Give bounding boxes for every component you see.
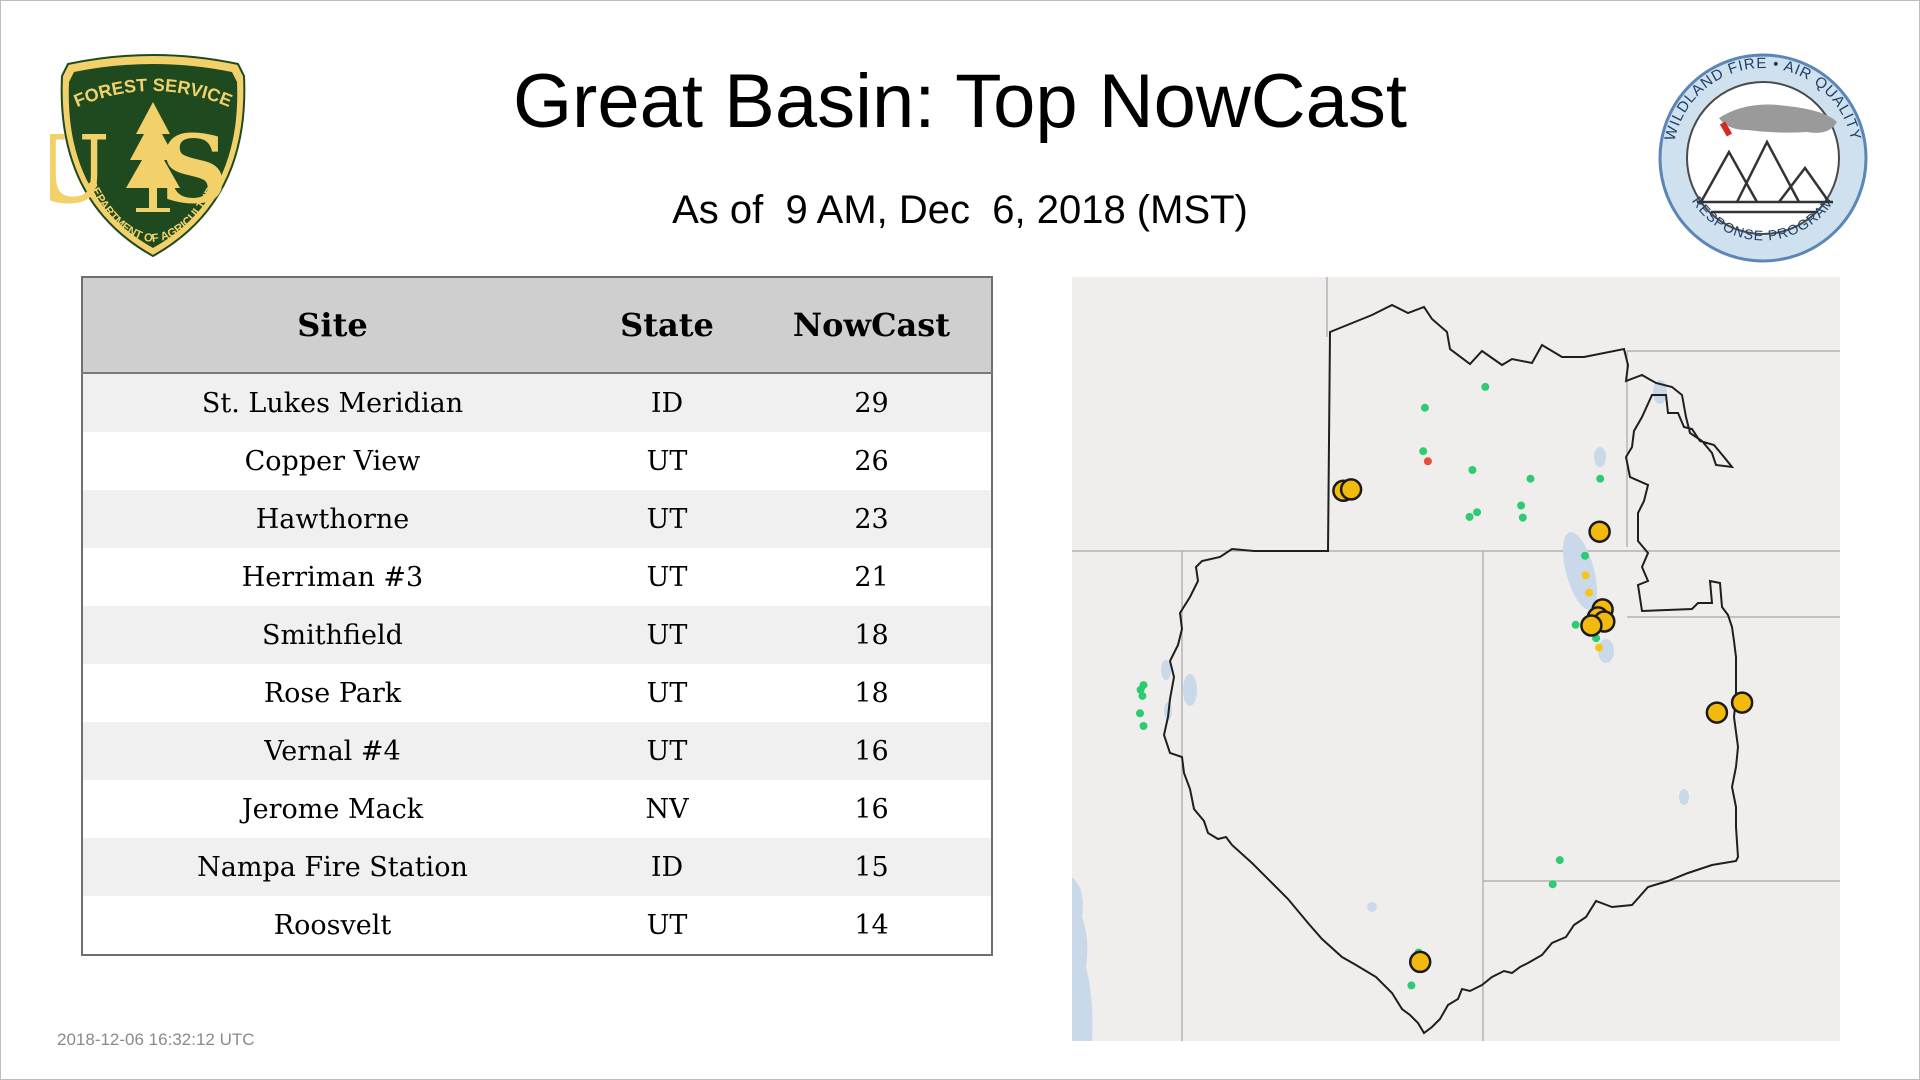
state-cell: UT [582,490,752,548]
table-row: Roosvelt UT 14 [82,896,992,955]
monitor-point[interactable] [1419,447,1428,456]
state-cell: UT [582,896,752,955]
smoke-plume-icon [1719,104,1837,133]
table-row: Herriman #3 UT 21 [82,548,992,606]
usfs-shield-logo: FOREST SERVICE DEPARTMENT OF AGRICULTURE… [50,54,246,258]
site-cell: Rose Park [82,664,582,722]
table-row: Nampa Fire Station ID 15 [82,838,992,896]
monitor-point[interactable] [1585,588,1594,597]
monitor-point[interactable] [1526,474,1535,483]
table-row: Rose Park UT 18 [82,664,992,722]
monitor-point[interactable] [1548,880,1557,889]
nowcast-cell: 29 [752,373,992,432]
table-header-row: Site State NowCast [82,277,992,374]
page-title: Great Basin: Top NowCast [512,59,1408,144]
nowcast-cell: 18 [752,606,992,664]
great-basin-map[interactable] [1072,277,1840,1041]
nowcast-cell: 15 [752,838,992,896]
page-subtitle: As of 9 AM, Dec 6, 2018 (MST) [672,188,1248,232]
site-cell: Vernal #4 [82,722,582,780]
site-cell: Roosvelt [82,896,582,955]
monitor-point[interactable] [1465,512,1474,521]
table-row: Hawthorne UT 23 [82,490,992,548]
monitor-point[interactable] [1407,981,1416,990]
monitor-point[interactable] [1138,691,1147,700]
wildland-fire-air-quality-logo: WILDLAND FIRE • AIR QUALITY RESPONSE PRO… [1658,53,1868,263]
site-cell: Nampa Fire Station [82,838,582,896]
monitor-point[interactable] [1555,856,1564,865]
site-cell: Herriman #3 [82,548,582,606]
site-cell: Jerome Mack [82,780,582,838]
top-site-marker[interactable] [1730,691,1754,714]
nowcast-cell: 16 [752,722,992,780]
monitor-point[interactable] [1136,709,1144,718]
nowcast-cell: 18 [752,664,992,722]
map-land [1072,277,1840,1041]
monitor-point[interactable] [1596,474,1605,483]
monitor-point[interactable] [1581,551,1589,560]
monitor-point[interactable] [1473,508,1482,517]
timestamp: 2018-12-06 16:32:12 UTC [57,1030,255,1049]
top-site-marker[interactable] [1580,614,1603,637]
state-cell: UT [582,548,752,606]
column-header-site: Site [82,277,582,374]
state-cell: UT [582,432,752,490]
monitor-point[interactable] [1517,501,1526,510]
column-header-nowcast: NowCast [752,277,992,374]
top-site-marker[interactable] [1588,520,1611,543]
monitor-point[interactable] [1595,643,1603,652]
monitor-point[interactable] [1423,457,1432,466]
top-site-marker[interactable] [1408,950,1432,974]
state-cell: UT [582,664,752,722]
state-cell: ID [582,838,752,896]
nowcast-cell: 14 [752,896,992,955]
state-cell: UT [582,722,752,780]
monitor-point[interactable] [1139,722,1148,730]
site-cell: Smithfield [82,606,582,664]
nowcast-cell: 21 [752,548,992,606]
top-site-markers [1332,478,1754,974]
table-row: Jerome Mack NV 16 [82,780,992,838]
table-row: St. Lukes Meridian ID 29 [82,373,992,432]
pine-tree-icon [126,102,180,212]
monitor-point[interactable] [1468,466,1477,474]
state-cell: UT [582,606,752,664]
great-basin-boundary [1162,303,1740,1035]
nowcast-cell: 26 [752,432,992,490]
nowcast-cell: 16 [752,780,992,838]
monitor-point[interactable] [1518,513,1527,522]
site-cell: Copper View [82,432,582,490]
state-cell: NV [582,780,752,838]
site-cell: Hawthorne [82,490,582,548]
mountains-icon [1697,139,1833,214]
monitor-point[interactable] [1481,382,1490,391]
state-boundaries [1072,277,1840,1041]
top-site-marker[interactable] [1339,478,1363,501]
monitor-point[interactable] [1571,620,1580,629]
nowcast-table: Site State NowCast St. Lukes Meridian ID 2… [81,276,993,956]
table-row: Vernal #4 UT 16 [82,722,992,780]
site-cell: St. Lukes Meridian [82,373,582,432]
column-header-state: State [582,277,752,374]
monitor-point[interactable] [1136,685,1145,694]
fire-icon [1719,121,1733,137]
nowcast-cell: 23 [752,490,992,548]
state-cell: ID [582,373,752,432]
table-row: Copper View UT 26 [82,432,992,490]
table-row: Smithfield UT 18 [82,606,992,664]
monitor-point[interactable] [1420,403,1429,412]
ocean-area [1072,877,1093,1041]
top-site-marker[interactable] [1705,701,1729,724]
monitor-point[interactable] [1581,571,1590,580]
